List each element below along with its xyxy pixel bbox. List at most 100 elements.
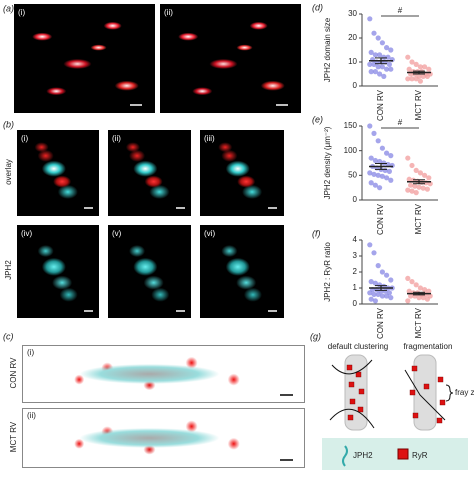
x-tick-label: MCT RV bbox=[414, 89, 423, 120]
data-point bbox=[422, 64, 428, 70]
y-tick-label: 50 bbox=[348, 170, 357, 179]
data-point bbox=[379, 40, 385, 46]
data-point bbox=[424, 73, 430, 79]
data-point bbox=[413, 167, 419, 173]
data-point bbox=[409, 188, 415, 194]
annotation: fray zone bbox=[455, 388, 474, 397]
data-point bbox=[367, 290, 373, 296]
data-point bbox=[405, 54, 411, 60]
data-point bbox=[406, 288, 412, 294]
data-point bbox=[408, 293, 414, 299]
y-tick-label: 3 bbox=[353, 251, 358, 260]
data-point bbox=[426, 66, 432, 72]
data-point bbox=[406, 176, 412, 182]
y-tick-label: 0 bbox=[353, 299, 358, 308]
data-point bbox=[422, 287, 428, 293]
data-point bbox=[424, 296, 430, 302]
x-tick-label: MCT RV bbox=[414, 203, 423, 234]
data-point bbox=[405, 187, 411, 193]
column-label: fragmentation bbox=[404, 342, 453, 351]
significance-label: # bbox=[398, 118, 403, 127]
data-point bbox=[420, 73, 426, 79]
data-point bbox=[379, 145, 385, 151]
data-point bbox=[426, 175, 432, 181]
data-point bbox=[408, 182, 414, 188]
y-tick-label: 1 bbox=[353, 283, 358, 292]
data-point bbox=[384, 150, 390, 156]
y-tick-label: 0 bbox=[353, 81, 358, 90]
y-tick-label: 10 bbox=[348, 57, 357, 66]
micrograph bbox=[14, 4, 155, 113]
y-axis-label: JPH2 : RyR ratio bbox=[323, 242, 332, 302]
data-point bbox=[368, 180, 374, 186]
data-point bbox=[384, 272, 390, 278]
data-point bbox=[375, 64, 381, 70]
data-point bbox=[371, 250, 377, 256]
data-point bbox=[368, 279, 374, 285]
data-point bbox=[367, 61, 373, 67]
data-point bbox=[388, 153, 394, 159]
data-point bbox=[413, 61, 419, 67]
data-point bbox=[388, 177, 394, 183]
data-point bbox=[384, 45, 390, 51]
data-point bbox=[367, 170, 373, 176]
data-point bbox=[371, 291, 377, 297]
data-point bbox=[375, 35, 381, 41]
data-point bbox=[379, 293, 385, 299]
data-point bbox=[406, 66, 412, 72]
row-label: MCT RV bbox=[9, 421, 18, 452]
data-point bbox=[424, 186, 430, 192]
panel-label: (g) bbox=[310, 331, 321, 341]
data-point bbox=[368, 155, 374, 161]
data-point bbox=[405, 76, 411, 82]
row-label: JPH2 bbox=[4, 260, 13, 280]
data-point bbox=[384, 175, 390, 181]
scale-bars bbox=[84, 104, 293, 461]
panel-label: (b) bbox=[3, 119, 14, 129]
row-label: overlay bbox=[4, 159, 13, 185]
y-tick-label: 100 bbox=[344, 146, 358, 155]
data-point bbox=[384, 293, 390, 299]
data-point bbox=[377, 185, 383, 191]
data-point bbox=[420, 295, 426, 301]
data-point bbox=[386, 168, 392, 174]
image-label: (v) bbox=[112, 229, 122, 238]
data-point bbox=[409, 59, 415, 65]
data-point bbox=[409, 76, 415, 82]
row-label: CON RV bbox=[9, 357, 18, 389]
data-point bbox=[417, 285, 423, 291]
image-label: (iv) bbox=[21, 229, 32, 238]
image-label: (i) bbox=[27, 348, 34, 357]
y-tick-label: 0 bbox=[353, 195, 358, 204]
y-tick-label: 2 bbox=[353, 267, 358, 276]
data-point bbox=[375, 263, 381, 269]
image-label: (vi) bbox=[204, 229, 215, 238]
data-point bbox=[372, 182, 378, 188]
panel-label: (a) bbox=[3, 3, 14, 13]
data-point bbox=[413, 190, 419, 196]
data-point bbox=[409, 162, 415, 169]
panel-label: (c) bbox=[3, 331, 14, 341]
y-axis-label: JPH2 density (μm⁻²) bbox=[323, 126, 332, 199]
data-point bbox=[367, 123, 373, 129]
data-point bbox=[386, 61, 392, 67]
data-point bbox=[371, 61, 377, 67]
data-point bbox=[417, 64, 423, 70]
data-point bbox=[422, 172, 428, 178]
data-point bbox=[368, 49, 374, 56]
data-point bbox=[372, 298, 378, 304]
data-point bbox=[371, 171, 377, 177]
data-point bbox=[413, 282, 419, 288]
data-point bbox=[372, 280, 378, 286]
x-tick-label: CON RV bbox=[376, 203, 385, 235]
render-3d bbox=[22, 345, 305, 403]
data-point bbox=[375, 291, 381, 297]
micrograph bbox=[17, 130, 99, 216]
data-point bbox=[405, 275, 411, 281]
data-point bbox=[379, 173, 385, 179]
data-point bbox=[372, 52, 378, 58]
data-point bbox=[388, 295, 394, 301]
data-point bbox=[384, 66, 390, 72]
legend-label: JPH2 bbox=[353, 451, 373, 460]
